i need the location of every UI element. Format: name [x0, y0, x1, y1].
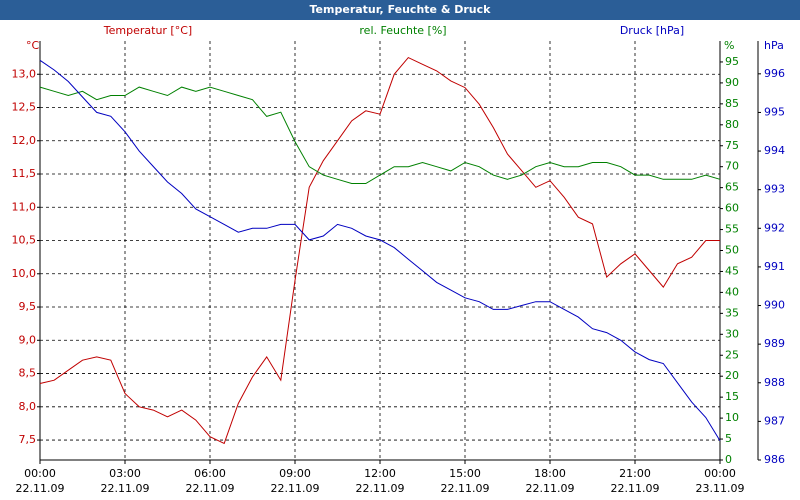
y-tick-label: 10,5	[12, 234, 37, 247]
y3-tick-label: 987	[764, 414, 785, 427]
x-tick-date: 23.11.09	[696, 482, 745, 495]
y2-tick-label: 35	[725, 306, 739, 319]
y2-tick-label: 40	[725, 285, 739, 298]
y-tick-label: 8,5	[19, 367, 37, 380]
y2-tick-label: 45	[725, 264, 739, 277]
y2-tick-label: 30	[725, 327, 739, 340]
y-tick-label: 8,0	[19, 400, 37, 413]
series-line	[39, 59, 721, 441]
y2-tick-label: 95	[725, 55, 739, 68]
y2-tick-label: 25	[725, 348, 739, 361]
x-tick-label: 03:00	[109, 467, 141, 480]
legend-label: Druck [hPa]	[620, 24, 684, 37]
y-tick-label: 12,5	[12, 101, 37, 114]
y2-tick-label: 75	[725, 139, 739, 152]
y-tick-label: 10,0	[12, 267, 37, 280]
x-tick-label: 06:00	[194, 467, 226, 480]
legend-label: Temperatur [°C]	[103, 24, 192, 37]
x-tick-date: 22.11.09	[186, 482, 235, 495]
y3-tick-label: 991	[764, 260, 785, 273]
y2-tick-label: 10	[725, 411, 739, 424]
y3-tick-label: 994	[764, 144, 785, 157]
y2-tick-label: 5	[725, 432, 732, 445]
y-tick-label: 13,0	[12, 67, 37, 80]
y3-tick-label: 996	[764, 67, 785, 80]
y-unit: °C	[26, 39, 40, 52]
y2-unit: %	[724, 39, 734, 52]
y-tick-label: 11,0	[12, 200, 37, 213]
x-tick-date: 22.11.09	[526, 482, 575, 495]
x-tick-label: 09:00	[279, 467, 311, 480]
x-tick-label: 18:00	[534, 467, 566, 480]
y2-tick-label: 90	[725, 76, 739, 89]
y2-tick-label: 60	[725, 202, 739, 215]
x-tick-date: 22.11.09	[441, 482, 490, 495]
y2-tick-label: 65	[725, 181, 739, 194]
x-tick-date: 22.11.09	[271, 482, 320, 495]
x-tick-label: 21:00	[619, 467, 651, 480]
y2-tick-label: 70	[725, 160, 739, 173]
x-tick-date: 22.11.09	[356, 482, 405, 495]
y3-tick-label: 993	[764, 183, 785, 196]
y-tick-label: 9,5	[19, 300, 37, 313]
chart-title: Temperatur, Feuchte & Druck	[310, 3, 492, 16]
y-tick-label: 11,5	[12, 167, 37, 180]
y3-unit: hPa	[764, 39, 784, 52]
legend-label: rel. Feuchte [%]	[359, 24, 446, 37]
y3-tick-label: 992	[764, 221, 785, 234]
y3-tick-label: 986	[764, 453, 785, 466]
series-line	[39, 86, 721, 184]
x-tick-label: 00:00	[24, 467, 56, 480]
x-tick-label: 15:00	[449, 467, 481, 480]
x-tick-label: 00:00	[704, 467, 736, 480]
y-tick-label: 12,0	[12, 134, 37, 147]
y2-tick-label: 55	[725, 223, 739, 236]
x-tick-date: 22.11.09	[101, 482, 150, 495]
title-bar	[0, 0, 800, 20]
series-line	[39, 56, 720, 445]
x-tick-date: 22.11.09	[16, 482, 65, 495]
y2-tick-label: 0	[725, 453, 732, 466]
y3-tick-label: 988	[764, 376, 785, 389]
y3-tick-label: 990	[764, 299, 785, 312]
y2-tick-label: 15	[725, 390, 739, 403]
y2-tick-label: 80	[725, 118, 739, 131]
y2-tick-label: 85	[725, 97, 739, 110]
y2-tick-label: 50	[725, 244, 739, 257]
x-tick-date: 22.11.09	[611, 482, 660, 495]
y-tick-label: 9,0	[19, 333, 37, 346]
y-tick-label: 7,5	[19, 433, 37, 446]
x-tick-label: 12:00	[364, 467, 396, 480]
y3-tick-label: 989	[764, 337, 785, 350]
y2-tick-label: 20	[725, 369, 739, 382]
y3-tick-label: 995	[764, 105, 785, 118]
